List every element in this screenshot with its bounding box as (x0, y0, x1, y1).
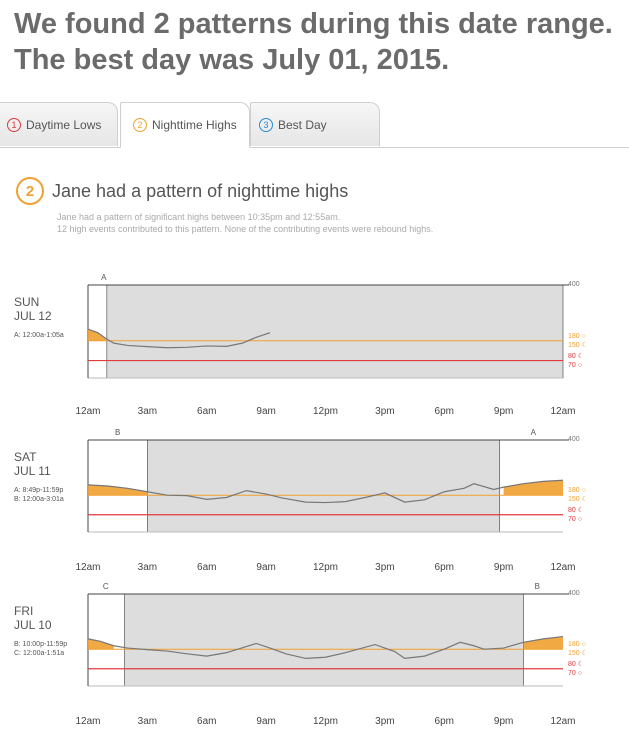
y-label-400: 400 (568, 436, 580, 443)
x-tick-label: 12am (75, 716, 101, 727)
x-tick-label: 9pm (493, 716, 514, 727)
y-label-low-2: 70 ○ (568, 669, 582, 677)
day-label: SAT (14, 450, 37, 464)
glucose-trace (87, 328, 271, 349)
x-tick-label: 6pm (434, 562, 454, 573)
segment-letter: C (102, 582, 109, 591)
x-tick-label: 3pm (375, 406, 395, 417)
y-label-high-1: 180 ○ (568, 487, 586, 495)
date-label: JUL 10 (14, 618, 52, 632)
date-label: JUL 11 (14, 464, 51, 478)
x-tick-label: 12pm (312, 406, 339, 417)
high-area-fill (88, 329, 106, 341)
x-tick-label: 12pm (312, 716, 339, 727)
x-tick-label: 6pm (434, 406, 454, 417)
x-tick-label: 12am (550, 406, 576, 417)
high-area-fill (88, 638, 114, 650)
x-tick-label: 9am (256, 716, 276, 727)
range-label: A: 12:00a-1:05a (14, 332, 64, 339)
x-tick-label: 12am (75, 562, 101, 573)
tab-label: Best Day (278, 117, 327, 132)
glucose-trace (87, 635, 564, 660)
pattern-region (124, 593, 524, 687)
y-label-high-1: 180 ○ (568, 332, 586, 340)
pattern-number-badge: 2 (16, 177, 44, 205)
x-tick-label: 9am (256, 406, 276, 417)
segment-letter: A (101, 273, 107, 282)
x-tick-label: 12am (550, 562, 576, 573)
description-line-1: Jane had a pattern of significant highs … (57, 212, 341, 222)
tab-number-badge: 2 (133, 118, 147, 132)
section-description: Jane had a pattern of significant highs … (57, 211, 433, 235)
pattern-tabs: 1 Daytime Lows 2 Nighttime Highs 3 Best … (0, 102, 629, 148)
high-area-fill (503, 480, 563, 496)
range-label: B: 10:00p-11:59p (14, 641, 68, 648)
headline-line-1: We found 2 patterns during this date ran… (14, 8, 613, 40)
y-label-high-2: 150 ☾ (568, 341, 588, 349)
y-label-low-1: 80 ☾ (568, 660, 585, 668)
x-tick-label: 12am (550, 716, 576, 727)
tab-divider (0, 147, 629, 148)
tab-daytime-lows[interactable]: 1 Daytime Lows (0, 102, 118, 146)
x-tick-label: 3pm (375, 716, 395, 727)
x-tick-label: 3pm (375, 562, 395, 573)
range-label: B: 12:00a-3:01a (14, 496, 64, 503)
y-label-low-1: 80 ☾ (568, 506, 585, 514)
tab-number-badge: 1 (7, 117, 21, 132)
x-tick-label: 6pm (434, 716, 454, 727)
date-label: JUL 12 (14, 309, 52, 323)
y-label-low-2: 70 ○ (568, 515, 582, 523)
tab-label: Daytime Lows (26, 117, 102, 132)
x-tick-label: 12am (75, 406, 101, 417)
range-label: C: 12:00a-1:51a (14, 650, 65, 657)
y-label-high-1: 180 ○ (568, 641, 586, 649)
headline-line-2: The best day was July 01, 2015. (14, 44, 450, 76)
section-title: Jane had a pattern of nighttime highs (52, 180, 349, 201)
tab-label: Nighttime Highs (152, 118, 237, 132)
y-label-high-2: 150 ☾ (568, 650, 588, 658)
section-heading: 2 Jane had a pattern of nighttime highs (16, 177, 348, 205)
y-label-400: 400 (568, 590, 580, 597)
tab-number-badge: 3 (259, 117, 273, 132)
description-line-2: 12 high events contributed to this patte… (57, 224, 434, 234)
segment-letter: B (115, 428, 121, 437)
day-label: SUN (14, 295, 40, 309)
x-tick-label: 3am (137, 562, 158, 573)
x-tick-label: 3am (137, 716, 158, 727)
y-label-400: 400 (568, 281, 580, 288)
x-tick-label: 6am (197, 562, 217, 573)
pattern-region (106, 284, 564, 379)
x-tick-label: 9pm (493, 562, 514, 573)
tab-nighttime-highs[interactable]: 2 Nighttime Highs (120, 102, 250, 148)
high-area-fill (88, 484, 148, 496)
tab-best-day[interactable]: 3 Best Day (250, 102, 380, 146)
high-area-fill (523, 636, 563, 650)
y-label-low-1: 80 ☾ (568, 352, 585, 360)
x-tick-label: 12pm (312, 562, 339, 573)
page-headline: We found 2 patterns during this date ran… (14, 6, 624, 78)
pattern-region (147, 439, 501, 533)
x-tick-label: 3am (137, 406, 158, 417)
range-label: A: 8:49p-11:59p (14, 487, 64, 494)
day-label: FRI (14, 604, 34, 618)
x-tick-label: 9am (256, 562, 276, 573)
x-tick-label: 6am (197, 716, 217, 727)
segment-letter: B (534, 582, 540, 591)
segment-letter: A (530, 428, 536, 437)
y-label-high-2: 150 ☾ (568, 496, 588, 504)
x-tick-label: 6am (197, 406, 217, 417)
y-label-low-2: 70 ○ (568, 361, 582, 369)
x-tick-label: 9pm (493, 406, 514, 417)
glucose-trace (87, 479, 564, 504)
